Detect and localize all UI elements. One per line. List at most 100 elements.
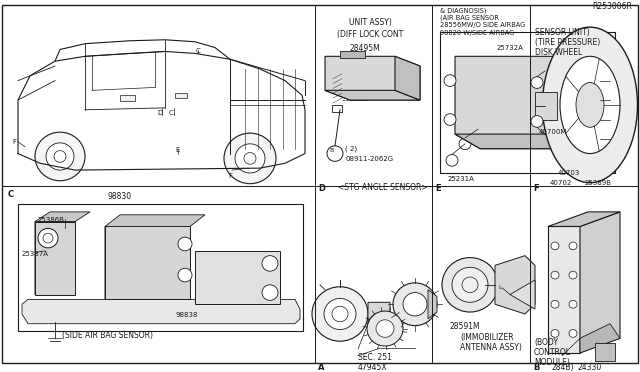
Circle shape — [312, 287, 368, 341]
Circle shape — [262, 256, 278, 271]
Text: (DIFF LOCK CONT: (DIFF LOCK CONT — [337, 30, 403, 39]
Bar — [120, 95, 135, 101]
Text: F: F — [12, 139, 16, 145]
Ellipse shape — [576, 83, 604, 127]
Text: 25389B: 25389B — [585, 180, 612, 186]
Circle shape — [327, 146, 343, 161]
Text: E: E — [435, 184, 440, 193]
Polygon shape — [455, 134, 595, 149]
Polygon shape — [325, 56, 420, 100]
Text: C: C — [8, 189, 14, 199]
Circle shape — [38, 228, 58, 248]
Text: (BODY: (BODY — [534, 338, 558, 347]
Polygon shape — [580, 212, 620, 353]
Text: 25732A: 25732A — [497, 45, 524, 51]
Text: 08911-2062G: 08911-2062G — [345, 157, 393, 163]
Text: ANTENNA ASSY): ANTENNA ASSY) — [460, 343, 522, 352]
Circle shape — [178, 237, 192, 251]
Text: 47945X: 47945X — [358, 363, 388, 372]
Text: DISK WHEEL: DISK WHEEL — [535, 48, 582, 57]
Text: (TIRE PRESSURE): (TIRE PRESSURE) — [535, 38, 600, 47]
Text: SEC. 251: SEC. 251 — [358, 353, 392, 362]
Text: (SIDE AIR BAG SENSOR): (SIDE AIR BAG SENSOR) — [63, 330, 154, 340]
Text: 284B): 284B) — [552, 363, 575, 372]
Ellipse shape — [543, 27, 637, 183]
Polygon shape — [548, 227, 580, 353]
Text: 98820 W/SIDE AIRBAG: 98820 W/SIDE AIRBAG — [440, 30, 515, 36]
Circle shape — [569, 330, 577, 337]
Circle shape — [235, 144, 265, 173]
Circle shape — [551, 330, 559, 337]
Circle shape — [444, 75, 456, 86]
Circle shape — [35, 132, 85, 181]
Polygon shape — [105, 227, 190, 299]
Polygon shape — [428, 290, 437, 319]
Text: (AIR BAG SENSOR: (AIR BAG SENSOR — [440, 15, 499, 21]
Circle shape — [594, 75, 606, 86]
Text: C: C — [169, 110, 173, 116]
Text: B: B — [533, 363, 540, 372]
Bar — [35, 222, 75, 295]
Polygon shape — [455, 56, 595, 149]
Polygon shape — [22, 299, 300, 324]
Polygon shape — [325, 90, 420, 100]
Text: C: C — [196, 48, 201, 54]
Text: B: B — [330, 148, 334, 153]
Circle shape — [178, 268, 192, 282]
Circle shape — [569, 271, 577, 279]
Circle shape — [444, 114, 456, 125]
Text: 40700M: 40700M — [539, 129, 568, 135]
Bar — [332, 105, 342, 112]
Text: D: D — [157, 110, 163, 116]
Text: 28556MW/O SIDE AIRBAG: 28556MW/O SIDE AIRBAG — [440, 22, 525, 28]
Bar — [105, 227, 190, 299]
Circle shape — [569, 300, 577, 308]
Bar — [18, 204, 303, 330]
Circle shape — [594, 114, 606, 125]
Polygon shape — [368, 302, 390, 326]
Text: L: L — [498, 285, 502, 290]
Circle shape — [224, 133, 276, 184]
Circle shape — [569, 242, 577, 250]
Bar — [595, 343, 615, 360]
Polygon shape — [35, 212, 90, 222]
Circle shape — [531, 77, 543, 89]
Text: SENSOR UNIT): SENSOR UNIT) — [535, 28, 589, 37]
Text: 25231A: 25231A — [448, 176, 475, 182]
Bar — [195, 251, 280, 304]
Text: ( 2): ( 2) — [345, 146, 357, 152]
Circle shape — [551, 271, 559, 279]
Circle shape — [442, 257, 498, 312]
Circle shape — [551, 242, 559, 250]
Polygon shape — [510, 280, 535, 309]
Circle shape — [459, 138, 471, 150]
Text: MODULE): MODULE) — [534, 358, 570, 367]
Text: 40702: 40702 — [550, 180, 572, 186]
Text: 25387A: 25387A — [22, 251, 49, 257]
Circle shape — [393, 283, 437, 326]
Circle shape — [452, 267, 488, 302]
Bar — [440, 32, 615, 173]
Text: R253006R: R253006R — [592, 1, 632, 11]
Circle shape — [262, 285, 278, 300]
Circle shape — [551, 300, 559, 308]
Text: 25386B: 25386B — [38, 217, 65, 223]
Text: D: D — [318, 184, 325, 193]
Circle shape — [446, 154, 458, 166]
Text: <STG ANGLE SENSOR>: <STG ANGLE SENSOR> — [338, 183, 428, 192]
Polygon shape — [580, 324, 620, 353]
Text: A: A — [318, 363, 324, 372]
Text: 98830: 98830 — [108, 192, 132, 202]
Text: E: E — [175, 147, 179, 153]
Polygon shape — [395, 56, 420, 100]
Ellipse shape — [560, 56, 620, 154]
Polygon shape — [340, 51, 365, 58]
Polygon shape — [105, 215, 205, 227]
Text: 40703: 40703 — [558, 170, 580, 176]
Circle shape — [46, 143, 74, 170]
Circle shape — [376, 320, 394, 337]
Text: 98838: 98838 — [175, 312, 198, 318]
Circle shape — [367, 311, 403, 346]
Text: 24330: 24330 — [578, 363, 602, 372]
Polygon shape — [495, 256, 535, 314]
